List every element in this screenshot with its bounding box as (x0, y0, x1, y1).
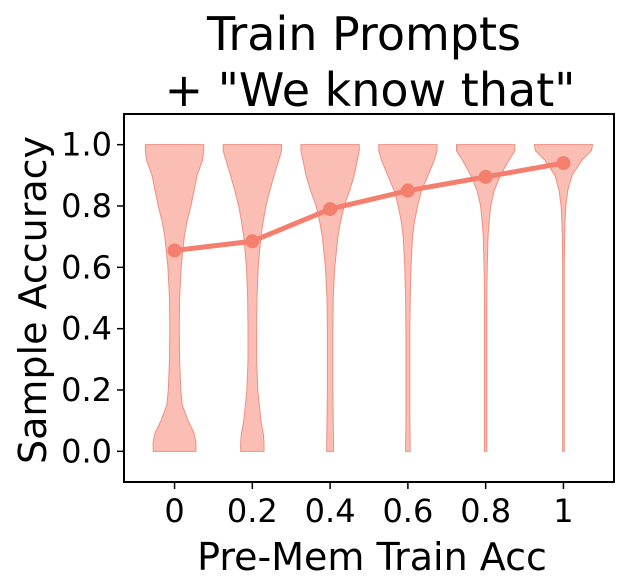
x-tick-label-4: 0.8 (460, 492, 511, 530)
violin-2 (300, 144, 360, 452)
violin-1 (222, 144, 282, 452)
violin-5 (533, 144, 594, 452)
violin-4 (456, 144, 516, 452)
violin-0 (144, 144, 205, 452)
mean-line-layer (167, 156, 571, 258)
y-tick-label-1: 0.2 (61, 371, 112, 409)
chart-title: Train Prompts + "We know that" (165, 7, 576, 117)
plot-frame (123, 113, 615, 483)
mean-line (172, 160, 566, 253)
mean-point-0 (167, 243, 182, 258)
x-tick-label-5: 1 (553, 492, 573, 530)
y-axis-label: Sample Accuracy (11, 136, 55, 464)
mean-point-2 (323, 202, 338, 217)
y-tick-label-5: 1.0 (61, 126, 112, 164)
x-tick-label-3: 0.6 (382, 492, 433, 530)
x-axis-ticks: 0 0.2 0.4 0.6 0.8 1 (164, 482, 574, 530)
y-axis-ticks: 0.0 0.2 0.4 0.6 0.8 1.0 (61, 126, 124, 470)
y-tick-label-4: 0.8 (61, 187, 112, 225)
x-axis-label: Pre-Mem Train Acc (197, 535, 547, 579)
mean-point-1 (245, 234, 260, 249)
violins-layer (144, 144, 594, 452)
x-tick-label-2: 0.4 (305, 492, 356, 530)
x-tick-label-0: 0 (164, 492, 184, 530)
mean-point-5 (556, 156, 571, 171)
mean-point-3 (400, 183, 415, 198)
chart-title-line-2: + "We know that" (165, 63, 576, 117)
violin-3 (378, 144, 438, 452)
y-tick-label-2: 0.4 (61, 310, 112, 348)
x-tick-label-1: 0.2 (227, 492, 278, 530)
chart-title-line-1: Train Prompts (206, 7, 521, 61)
y-tick-label-0: 0.0 (61, 432, 112, 470)
mean-point-4 (478, 169, 493, 184)
y-tick-label-3: 0.6 (61, 248, 112, 286)
